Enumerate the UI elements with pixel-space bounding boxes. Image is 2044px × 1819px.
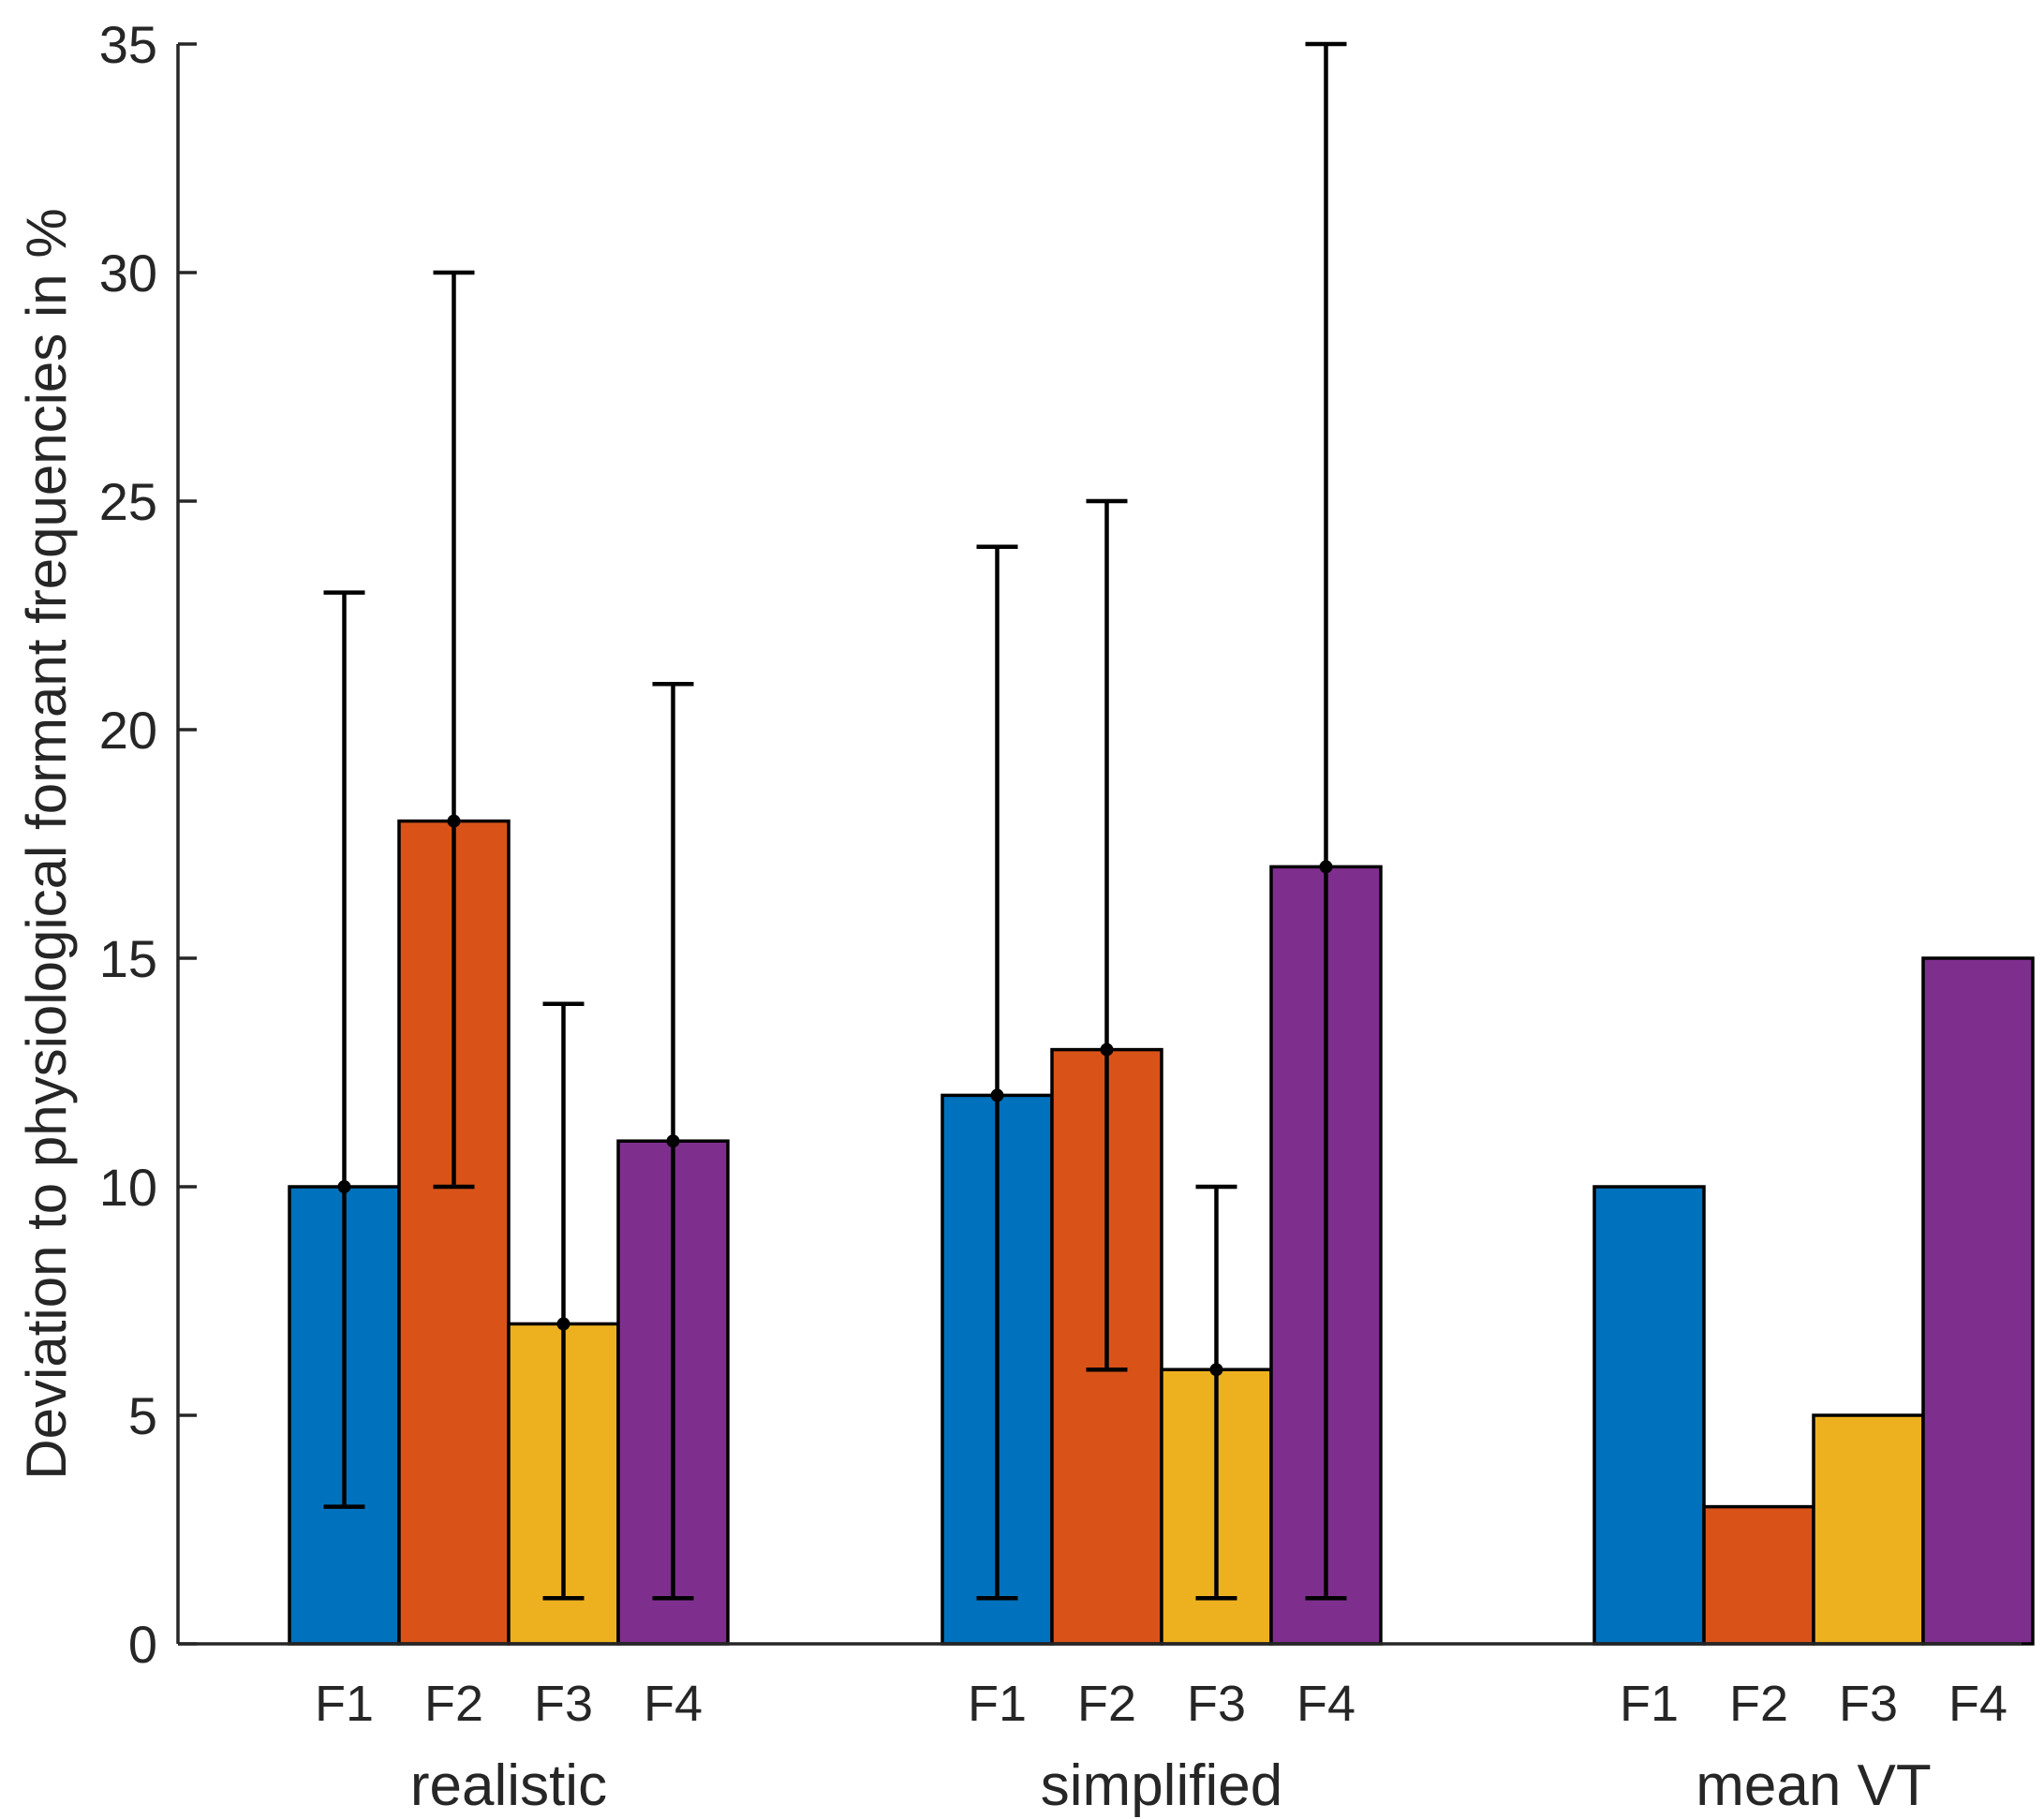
- category-label-mean-vt-f1: F1: [1620, 1676, 1679, 1732]
- axes-layer: [176, 42, 2022, 1646]
- category-label-simplified-f1: F1: [968, 1676, 1027, 1732]
- category-label-simplified-f3: F3: [1187, 1676, 1246, 1732]
- category-label-realistic-f4: F4: [644, 1676, 703, 1732]
- error-bar-simplified-f2: [1086, 498, 1128, 1372]
- category-label-realistic-f1: F1: [315, 1676, 374, 1732]
- category-label-simplified-f4: F4: [1296, 1676, 1355, 1732]
- y-tick-label-30: 30: [99, 244, 157, 303]
- group-label-mean-vt: mean VT: [1696, 1753, 1932, 1818]
- bar-mean-vt-f2: [1702, 1504, 1815, 1646]
- y-tick-label-25: 25: [99, 472, 157, 531]
- mean-marker-simplified-f1: [990, 1088, 1004, 1102]
- mean-marker-simplified-f4: [1319, 860, 1333, 874]
- category-label-mean-vt-f2: F2: [1729, 1676, 1788, 1732]
- mean-marker-realistic-f4: [666, 1134, 680, 1148]
- y-tick-label-35: 35: [99, 15, 157, 74]
- category-label-realistic-f2: F2: [424, 1676, 483, 1732]
- bars-layer: [288, 819, 2035, 1646]
- error-bar-simplified-f4: [1305, 41, 1347, 1601]
- mean-marker-realistic-f2: [447, 814, 461, 828]
- mean-marker-realistic-f1: [337, 1180, 351, 1193]
- group-label-simplified: simplified: [1041, 1753, 1282, 1818]
- group-label-realistic: realistic: [410, 1753, 607, 1818]
- y-tick-label-20: 20: [99, 701, 157, 760]
- category-label-simplified-f2: F2: [1077, 1676, 1136, 1732]
- error-bar-realistic-f3: [542, 1001, 585, 1601]
- y-tick-label-5: 5: [128, 1386, 157, 1445]
- y-tick-label-10: 10: [99, 1158, 157, 1217]
- error-bar-realistic-f1: [323, 590, 365, 1509]
- y-axis-title: Deviation to physiological formant frequ…: [15, 208, 78, 1479]
- error-bar-realistic-f2: [433, 270, 475, 1190]
- error-bars-layer: [323, 41, 1347, 1601]
- bar-mean-vt-f1: [1592, 1185, 1706, 1646]
- category-label-realistic-f3: F3: [534, 1676, 593, 1732]
- mean-marker-realistic-f3: [556, 1317, 570, 1331]
- error-bar-simplified-f1: [976, 544, 1018, 1601]
- bar-mean-vt-f3: [1812, 1413, 1925, 1646]
- category-label-mean-vt-f4: F4: [1948, 1676, 2007, 1732]
- y-tick-label-0: 0: [128, 1615, 157, 1674]
- mean-marker-simplified-f3: [1209, 1363, 1223, 1377]
- bar-mean-vt-f4: [1921, 956, 2035, 1646]
- error-bar-simplified-f3: [1195, 1184, 1237, 1601]
- category-label-mean-vt-f3: F3: [1839, 1676, 1898, 1732]
- mean-marker-simplified-f2: [1100, 1043, 1114, 1057]
- y-tick-label-15: 15: [99, 929, 157, 988]
